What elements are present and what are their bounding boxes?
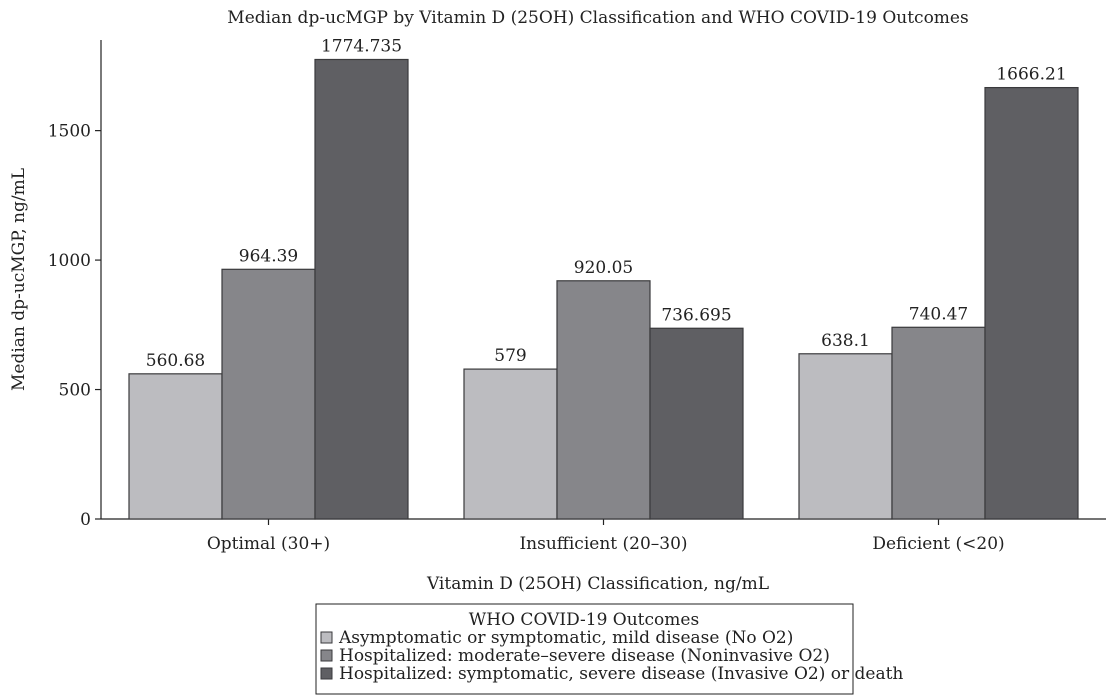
legend-swatch: [320, 631, 333, 644]
bar: [891, 326, 986, 520]
bar: [984, 86, 1079, 520]
legend-entry: Asymptomatic or symptomatic, mild diseas…: [338, 628, 793, 648]
y-axis-label: Median dp-ucMGP, ng/mL: [9, 168, 29, 391]
data-label: 736.695: [661, 305, 731, 325]
y-tick-label: 1000: [48, 251, 91, 271]
data-label: 1666.21: [996, 65, 1066, 85]
bar: [221, 268, 316, 520]
bar: [798, 353, 893, 520]
legend-swatch: [320, 649, 333, 662]
bar: [463, 368, 558, 520]
data-label: 579: [494, 346, 526, 366]
bar: [128, 373, 223, 520]
legend: WHO COVID-19 Outcomes Asymptomatic or sy…: [315, 603, 903, 695]
legend-swatch: [320, 667, 333, 680]
chart-title: Median dp-ucMGP by Vitamin D (25OH) Clas…: [227, 8, 968, 28]
x-tick-label: Deficient (<20): [872, 534, 1004, 554]
data-label: 638.1: [821, 331, 870, 351]
x-tick-label: Insufficient (20–30): [519, 534, 687, 554]
data-label: 740.47: [909, 304, 968, 324]
legend-box: [315, 603, 854, 695]
data-label: 560.68: [146, 351, 205, 371]
data-label: 920.05: [574, 258, 633, 278]
legend-items: Asymptomatic or symptomatic, mild diseas…: [320, 628, 903, 684]
bar: [556, 280, 651, 520]
y-tick-label: 500: [59, 381, 91, 401]
data-label: 964.39: [239, 246, 298, 266]
y-tick-label: 0: [80, 510, 91, 530]
legend-title: WHO COVID-19 Outcomes: [469, 610, 699, 630]
plot-area: 0 500 1000 1500 Optimal (30+) 560.68 964.39 177…: [48, 36, 1106, 554]
x-tick-label: Optimal (30+): [207, 534, 330, 554]
legend-entry: Hospitalized: moderate–severe disease (N…: [339, 646, 830, 666]
y-tick-label: 1500: [48, 122, 91, 142]
bar: [314, 58, 409, 520]
x-axis-label: Vitamin D (25OH) Classification, ng/mL: [426, 574, 769, 594]
legend-entry: Hospitalized: symptomatic, severe diseas…: [339, 664, 903, 684]
data-label: 1774.735: [321, 36, 402, 56]
bar: [649, 327, 744, 520]
